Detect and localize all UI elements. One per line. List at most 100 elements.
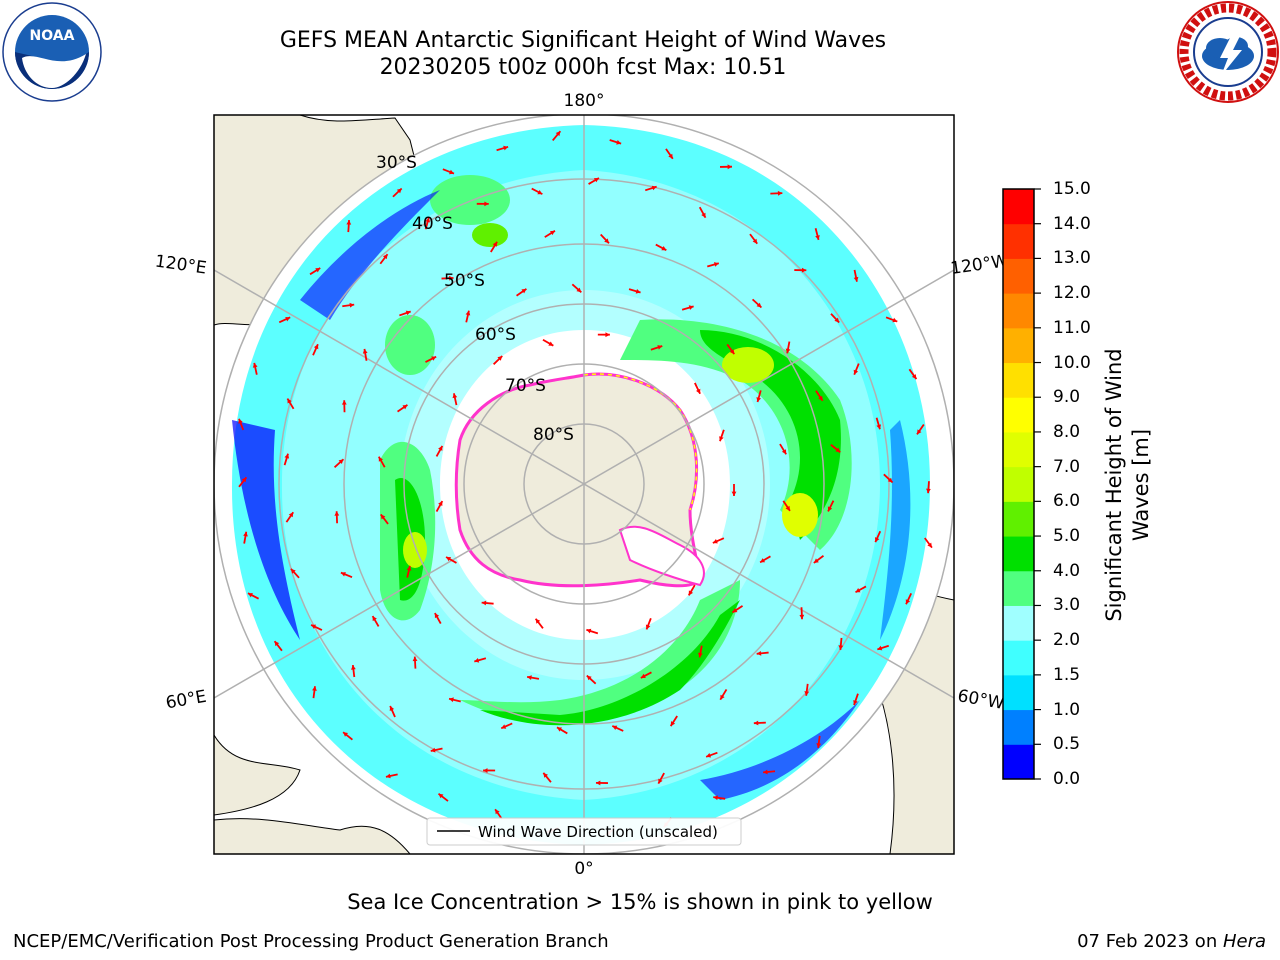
- wind-wave-arrowhead: [838, 645, 844, 650]
- wind-wave-arrowhead: [372, 616, 377, 622]
- colorbar-segment: [1003, 293, 1034, 329]
- wind-wave-arrowhead: [481, 600, 487, 606]
- wind-wave-arrowhead: [243, 531, 248, 537]
- colorbar: [1003, 188, 1041, 780]
- lon-label-120e: 120°E: [154, 252, 208, 279]
- wind-wave-arrowhead: [313, 344, 319, 350]
- wind-wave-arrowhead: [556, 727, 562, 732]
- wind-wave-arrowhead: [285, 316, 291, 322]
- colorbar-tick-label: 14.0: [1053, 213, 1091, 234]
- weddell-sea-ice: [618, 525, 705, 587]
- footer-date-text: 07 Feb 2023 on: [1077, 931, 1223, 952]
- wind-wave-arrowhead: [338, 459, 344, 464]
- wind-wave-arrowhead: [688, 590, 694, 596]
- colorbar-tick-label: 13.0: [1053, 248, 1091, 269]
- wind-wave-arrowhead: [431, 356, 437, 361]
- wind-wave-arrowhead: [548, 341, 554, 346]
- wind-wave-arrowhead: [777, 190, 783, 196]
- wind-wave-arrowhead: [701, 212, 706, 218]
- colorbar-tick-label: 11.0: [1053, 317, 1091, 338]
- wind-wave-arrowhead: [483, 768, 488, 773]
- colorbar-tick-label: 3.0: [1053, 595, 1081, 616]
- wind-wave-arrowhead: [732, 608, 738, 613]
- wind-wave-arrowhead: [753, 720, 759, 726]
- map-area: Wind Wave Direction (unscaled): [214, 115, 954, 854]
- wind-wave-arrowhead: [449, 275, 454, 281]
- colorbar-tick-label: 7.0: [1053, 456, 1081, 477]
- colorbar-tick-label: 0.5: [1053, 734, 1081, 755]
- lat-label-50s: 50°S: [444, 271, 485, 291]
- wind-wave-arrowhead: [645, 624, 651, 630]
- wind-wave-arrowhead: [595, 780, 601, 786]
- colorbar-label-line1: Significant Height of Wind: [1102, 348, 1126, 622]
- colorbar-label-line2: Waves [m]: [1129, 428, 1153, 542]
- wind-wave-arrowhead: [549, 230, 555, 236]
- wind-wave-arrowhead: [905, 599, 911, 605]
- legend-label: Wind Wave Direction (unscaled): [478, 823, 718, 841]
- wind-wave-arrowhead: [818, 395, 823, 401]
- wind-wave-arrowhead: [438, 793, 444, 799]
- wind-wave-arrowhead: [385, 773, 391, 779]
- wind-wave-arrowhead: [853, 700, 858, 706]
- lon-label-60e: 60°E: [164, 687, 208, 714]
- wind-wave-arrowhead: [452, 393, 458, 399]
- wind-wave-arrowhead: [315, 268, 321, 273]
- wind-wave-arrowhead: [521, 288, 527, 294]
- wind-wave-arrowhead: [503, 145, 509, 151]
- noaa-logo-text: NOAA: [30, 28, 75, 44]
- wave-height-field: [214, 115, 954, 854]
- colorbar-segment: [1003, 501, 1034, 537]
- meridian-60e-120w: [214, 269, 954, 699]
- wind-wave-arrowhead: [343, 732, 349, 737]
- wind-wave-arrowhead: [537, 189, 543, 195]
- wind-wave-arrowhead: [382, 254, 388, 260]
- wind-wave-arrowhead: [785, 505, 790, 511]
- wind-wave-arrowhead: [389, 705, 395, 711]
- wind-wave-arrowhead: [406, 565, 412, 571]
- wind-wave-arrowhead: [449, 697, 454, 703]
- wind-wave-arrowhead: [576, 287, 582, 293]
- wind-wave-arrowhead: [801, 267, 807, 273]
- colorbar-segment: [1003, 327, 1034, 364]
- wind-wave-arrowhead: [312, 686, 317, 691]
- wind-wave-arrowhead: [378, 456, 384, 462]
- wind-wave-arrowhead: [713, 262, 719, 267]
- wind-wave-arrowhead: [756, 397, 762, 402]
- wind-wave-arrowhead: [785, 348, 791, 354]
- wind-wave-arrowhead: [876, 424, 882, 430]
- lat-label-30s: 30°S: [376, 153, 417, 173]
- south-africa-landmass: [214, 818, 411, 854]
- colorbar-segment: [1003, 570, 1034, 606]
- wind-wave-arrowhead: [668, 153, 673, 159]
- noaa-logo: NOAA: [2, 2, 102, 102]
- wind-wave-arrowhead: [341, 400, 347, 405]
- wind-wave-arrowhead: [853, 369, 859, 375]
- wind-wave-arrowhead: [290, 568, 296, 574]
- wind-wave-arrowhead: [727, 164, 733, 170]
- wind-wave-arrowhead: [815, 235, 820, 240]
- wind-wave-arrowhead: [287, 398, 292, 404]
- wind-wave-arrowhead: [729, 349, 735, 355]
- colorbar-segment: [1003, 397, 1034, 433]
- wind-wave-arrowhead: [877, 645, 883, 651]
- colorbar-segment: [1003, 536, 1034, 572]
- wind-wave-arrowhead: [813, 558, 819, 563]
- wind-wave-arrowhead: [713, 795, 718, 801]
- wind-wave-arrowhead: [752, 238, 758, 244]
- colorbar-tick-label: 0.0: [1053, 769, 1081, 789]
- wind-wave-arrowhead: [696, 388, 701, 394]
- wind-wave-arrowhead: [405, 310, 411, 316]
- wind-wave-arrowhead: [827, 506, 833, 512]
- wind-wave-arrowhead: [731, 491, 737, 496]
- wind-wave-arrowhead: [917, 429, 922, 435]
- wind-wave-arrowhead: [799, 614, 805, 620]
- wind-wave-arrowhead: [340, 572, 346, 577]
- wind-wave-arrowhead: [349, 302, 355, 308]
- colorbar-segment: [1003, 189, 1034, 225]
- wind-wave-arrowhead: [834, 317, 840, 323]
- map-legend: Wind Wave Direction (unscaled): [426, 817, 742, 846]
- lon-label-180: 180°: [564, 91, 605, 111]
- lat-label-40s: 40°S: [412, 214, 453, 234]
- madagascar-landmass: [214, 734, 301, 816]
- wind-wave-arrowhead: [816, 743, 822, 748]
